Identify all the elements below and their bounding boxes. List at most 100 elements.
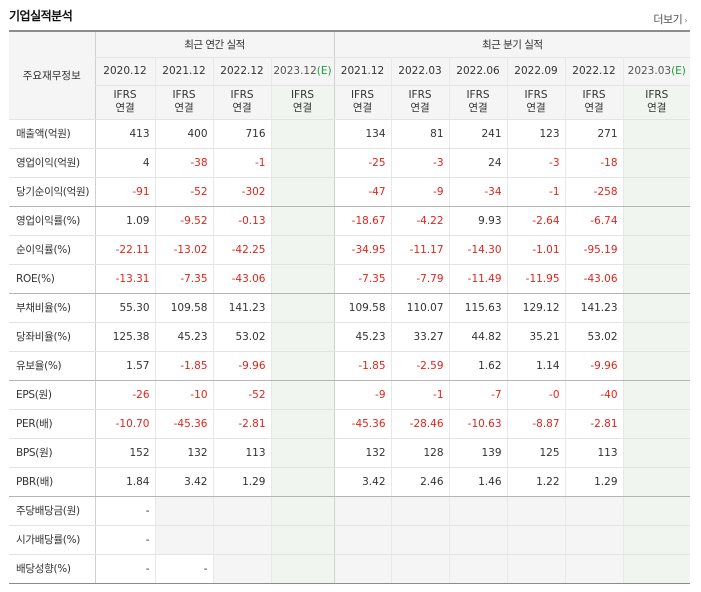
value-cell: -45.36 [154, 409, 213, 439]
table-row: 영업이익률(%) 1.09 -9.52 -0.13 -18.67 -4.22 9.93 -2.… [9, 206, 691, 236]
value-cell: 716 [212, 119, 271, 149]
value-cell: 24 [448, 148, 508, 178]
value-cell [270, 148, 335, 178]
value-cell: 109.58 [154, 293, 213, 323]
value-cell [212, 496, 271, 526]
value-cell: 1.84 [94, 467, 155, 497]
value-cell [622, 351, 691, 381]
value-cell [564, 525, 624, 555]
value-cell: 125.38 [94, 322, 155, 352]
accounting-standard-label: IFRS 연결 [154, 85, 213, 120]
value-cell [270, 206, 335, 236]
value-cell: -3 [506, 148, 566, 178]
row-label: 시가배당률(%) [9, 525, 95, 555]
table-row: 당좌비율(%) 125.38 45.23 53.02 45.23 33.27 44.82 35… [9, 322, 691, 352]
row-label: 부채비율(%) [9, 293, 95, 323]
value-cell: -11.49 [448, 264, 508, 294]
value-cell: -2.64 [506, 206, 566, 236]
value-cell: 115.63 [448, 293, 508, 323]
value-cell [622, 496, 691, 526]
table-row: 시가배당률(%) - [9, 525, 691, 555]
table-row: 영업이익(억원) 4 -38 -1 -25 -3 24 -3 -18 [9, 148, 691, 178]
value-cell: 134 [333, 119, 392, 149]
accounting-standard-label: IFRS 연결 [333, 85, 392, 120]
value-cell [270, 467, 335, 497]
more-label: 더보기 [653, 13, 683, 26]
value-cell [270, 177, 335, 207]
annual-group-header: 최근 연간 실적 [94, 30, 335, 58]
value-cell: -22.11 [94, 235, 155, 265]
value-cell: 1.29 [564, 467, 624, 497]
row-label: 당기순이익(억원) [9, 177, 95, 207]
table-row: ROE(%) -13.31 -7.35 -43.06 -7.35 -7.79 -11.49-… [9, 264, 691, 294]
value-cell: -11.95 [506, 264, 566, 294]
value-cell [390, 496, 450, 526]
row-label: BPS(원) [9, 438, 95, 468]
value-cell: -13.31 [94, 264, 155, 294]
value-cell: 33.27 [390, 322, 450, 352]
value-cell: 81 [390, 119, 450, 149]
accounting-standard-label: IFRS 연결 [390, 85, 450, 120]
value-cell: -9.96 [564, 351, 624, 381]
table-row: 매출액(억원) 413 400 716 134 81 241 123 271 [9, 119, 691, 149]
table-row: 주당배당금(원) - [9, 496, 691, 526]
accounting-standard-label: IFRS 연결 [212, 85, 271, 120]
value-cell: 1.14 [506, 351, 566, 381]
value-cell [212, 554, 271, 584]
value-cell: 152 [94, 438, 155, 468]
value-cell [622, 206, 691, 236]
value-cell: -4.22 [390, 206, 450, 236]
value-cell: -7.35 [154, 264, 213, 294]
value-cell: -13.02 [154, 235, 213, 265]
table-row: 유보율(%) 1.57 -1.85 -9.96 -1.85 -2.59 1.62 1.14 -9… [9, 351, 691, 381]
value-cell: 141.23 [564, 293, 624, 323]
estimate-mark: (E) [316, 65, 332, 77]
value-cell: -91 [94, 177, 155, 207]
value-cell: -9 [390, 177, 450, 207]
value-cell: -1.01 [506, 235, 566, 265]
accounting-standard-label: IFRS 연결 [94, 85, 155, 120]
value-cell: 271 [564, 119, 624, 149]
value-cell [270, 554, 335, 584]
value-cell: -18.67 [333, 206, 392, 236]
value-cell [270, 409, 335, 439]
value-cell: 44.82 [448, 322, 508, 352]
value-cell [564, 554, 624, 584]
table-row: PER(배) -10.70 -45.36 -2.81 -45.36 -28.46 -10.6… [9, 409, 691, 439]
value-cell: -95.19 [564, 235, 624, 265]
value-cell: -34 [448, 177, 508, 207]
value-cell [622, 148, 691, 178]
period-header: 2020.12 [94, 57, 155, 86]
period-header: 2022.06 [448, 57, 508, 86]
value-cell: -42.25 [212, 235, 271, 265]
value-cell: -52 [154, 177, 213, 207]
value-cell: 53.02 [564, 322, 624, 352]
value-cell: -34.95 [333, 235, 392, 265]
value-cell: -18 [564, 148, 624, 178]
value-cell: -9.52 [154, 206, 213, 236]
value-cell: -43.06 [212, 264, 271, 294]
value-cell: -1.85 [333, 351, 392, 381]
period-header: 2023.03(E) [622, 57, 691, 86]
value-cell: -7.35 [333, 264, 392, 294]
value-cell [622, 438, 691, 468]
value-cell: -8.87 [506, 409, 566, 439]
more-link[interactable]: 더보기 › [653, 11, 687, 27]
value-cell: -3 [390, 148, 450, 178]
value-cell: -25 [333, 148, 392, 178]
value-cell: -0.13 [212, 206, 271, 236]
value-cell [622, 525, 691, 555]
value-cell: 53.02 [212, 322, 271, 352]
estimate-mark: (E) [671, 65, 686, 77]
value-cell: -7.79 [390, 264, 450, 294]
accounting-standard-label: IFRS 연결 [564, 85, 624, 120]
value-cell [270, 293, 335, 323]
table-row: 당기순이익(억원) -91 -52 -302 -47 -9 -34 -1 -258 [9, 177, 691, 207]
row-label: 순이익률(%) [9, 235, 95, 265]
period-header: 2021.12 [154, 57, 213, 86]
value-cell: 132 [154, 438, 213, 468]
value-cell: - [94, 554, 155, 584]
accounting-standard-label: IFRS 연결 [622, 85, 691, 120]
value-cell: -47 [333, 177, 392, 207]
value-cell: -258 [564, 177, 624, 207]
